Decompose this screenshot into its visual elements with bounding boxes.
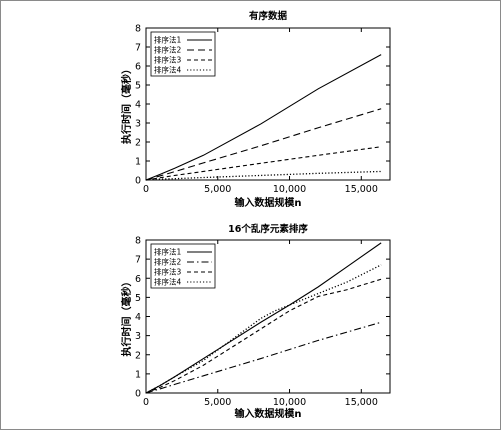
series-line-1 (145, 54, 382, 181)
y-tick-label: 6 (135, 274, 141, 285)
series-line-2 (145, 108, 382, 181)
chart-1: 有序数据 0 1 2 3 4 5 6 7 8 0 5,000 10,000 15,000 输入数据规模n 执行… (120, 10, 391, 209)
series-line-3 (145, 278, 382, 394)
series-line-4 (145, 170, 382, 181)
legend-label: 排序法4 (154, 65, 181, 75)
y-tick-label: 7 (135, 43, 141, 54)
x-tick-label: 10,000 (273, 397, 306, 408)
x-tick-label: 5,000 (204, 184, 231, 195)
y-tick-label: 1 (135, 369, 141, 380)
x-tick-label: 15,000 (345, 397, 378, 408)
legend (150, 243, 216, 289)
y-tick-label: 4 (135, 100, 141, 111)
chart-title: 有序数据 (249, 10, 288, 22)
legend-label: 排序法3 (154, 55, 181, 65)
x-tick-label: 0 (143, 184, 149, 195)
y-tick-label: 3 (135, 119, 141, 130)
y-tick-label: 1 (135, 157, 141, 168)
y-tick-label: 8 (135, 24, 141, 35)
x-tick-label: 15,000 (345, 184, 378, 195)
chart-2: 16个乱序元素排序 0 1 2 3 4 5 6 7 8 0 5,000 10,000 15,000 输入数据… (120, 223, 391, 420)
series-line-3 (145, 146, 382, 181)
legend-label: 排序法2 (154, 257, 181, 267)
y-tick-label: 0 (135, 176, 141, 187)
y-tick-label: 8 (135, 236, 141, 247)
x-axis-label: 输入数据规模n (234, 407, 301, 420)
y-tick-label: 0 (135, 389, 141, 400)
y-axis-label: 执行时间（毫秒） (120, 277, 133, 357)
legend-label: 排序法1 (154, 35, 181, 45)
legend-label: 排序法1 (154, 247, 181, 257)
y-tick-label: 5 (135, 293, 141, 304)
y-tick-label: 3 (135, 331, 141, 342)
series-line-2 (145, 321, 382, 394)
y-tick-label: 2 (135, 138, 141, 149)
y-tick-label: 7 (135, 255, 141, 266)
legend-label: 排序法4 (154, 277, 181, 287)
series-line-1 (145, 242, 382, 394)
y-tick-label: 4 (135, 312, 141, 323)
legend (150, 31, 216, 77)
x-tick-label: 0 (143, 397, 149, 408)
y-axis-label: 执行时间（毫秒） (120, 64, 133, 144)
legend-label: 排序法3 (154, 267, 181, 277)
legend-label: 排序法2 (154, 45, 181, 55)
x-tick-label: 10,000 (273, 184, 306, 195)
chart-title: 16个乱序元素排序 (228, 223, 308, 235)
x-tick-label: 5,000 (204, 397, 231, 408)
y-tick-label: 5 (135, 81, 141, 92)
y-tick-label: 6 (135, 62, 141, 73)
y-tick-label: 2 (135, 350, 141, 361)
x-axis-label: 输入数据规模n (234, 196, 301, 209)
